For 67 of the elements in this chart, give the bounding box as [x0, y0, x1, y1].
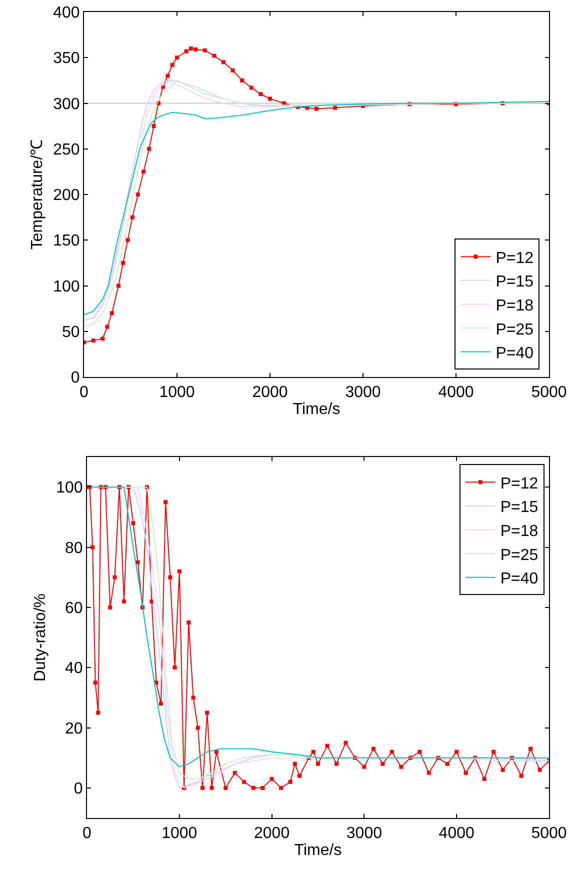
- legend-label: P=12: [500, 475, 538, 492]
- x-tick-label: 4000: [438, 384, 474, 402]
- y-axis-title: Duty-ratio/%: [32, 593, 49, 682]
- x-tick-label: 1000: [159, 384, 195, 402]
- x-tick-label: 2000: [254, 825, 290, 842]
- y-tick-label: 300: [53, 96, 80, 113]
- x-tick-label: 3000: [346, 825, 382, 842]
- legend-label: P=40: [500, 570, 538, 588]
- point: [230, 68, 235, 72]
- legend-label: P=18: [496, 297, 534, 314]
- y-tick-label: 20: [65, 720, 83, 738]
- y-tick-label: 80: [65, 540, 83, 557]
- y-tick-label: 0: [74, 780, 83, 798]
- point: [126, 238, 130, 242]
- point: [110, 311, 114, 316]
- y-tick-label: 0: [70, 370, 80, 387]
- point: [314, 106, 318, 111]
- point: [258, 92, 263, 96]
- y-tick-label: 350: [53, 50, 80, 68]
- point: [116, 284, 120, 288]
- point: [121, 260, 126, 265]
- y-tick-label: 250: [53, 141, 80, 158]
- y-tick-label: 100: [53, 278, 80, 296]
- x-tick-label: 1000: [162, 825, 198, 842]
- point: [166, 74, 170, 78]
- y-tick-label: 400: [53, 4, 80, 22]
- legend-label: P=18: [500, 522, 538, 540]
- legend-label: P=15: [496, 274, 534, 291]
- y-tick-label: 40: [65, 660, 83, 678]
- x-axis-title: Time/s: [292, 400, 340, 418]
- legend-label: P=12: [496, 250, 534, 267]
- x-tick-label: 5000: [531, 384, 567, 402]
- point: [142, 170, 146, 174]
- point: [333, 106, 338, 110]
- x-tick-label: 3000: [345, 384, 381, 402]
- point: [136, 192, 140, 196]
- y-tick-label: 50: [62, 324, 80, 341]
- point: [91, 338, 96, 342]
- y-axis-title: Temperature/℃: [28, 139, 46, 250]
- x-axis-title: Time/s: [294, 842, 342, 859]
- point: [188, 46, 193, 50]
- point: [152, 124, 156, 128]
- y-tick-label: 100: [56, 480, 83, 497]
- point: [147, 146, 152, 151]
- point: [268, 96, 272, 101]
- legend-label: P=40: [496, 345, 534, 362]
- point: [184, 49, 188, 54]
- legend-label: P=15: [500, 499, 538, 516]
- y-tick-label: 60: [65, 600, 83, 618]
- point: [249, 86, 254, 90]
- point: [222, 60, 226, 64]
- point: [100, 336, 105, 341]
- y-tick-label: 150: [53, 232, 80, 250]
- y-tick-label: 200: [53, 187, 80, 204]
- point: [130, 215, 134, 220]
- point: [105, 324, 110, 329]
- x-tick-label: 4000: [438, 825, 474, 842]
- point: [240, 78, 244, 82]
- point: [194, 47, 198, 52]
- point: [175, 56, 179, 60]
- x-tick-label: 2000: [252, 384, 288, 402]
- legend-label: P=25: [500, 546, 538, 564]
- point: [202, 48, 207, 52]
- point: [212, 54, 216, 58]
- point: [170, 62, 174, 67]
- legend-label: P=25: [496, 321, 534, 338]
- x-tick-label: 5000: [531, 825, 567, 842]
